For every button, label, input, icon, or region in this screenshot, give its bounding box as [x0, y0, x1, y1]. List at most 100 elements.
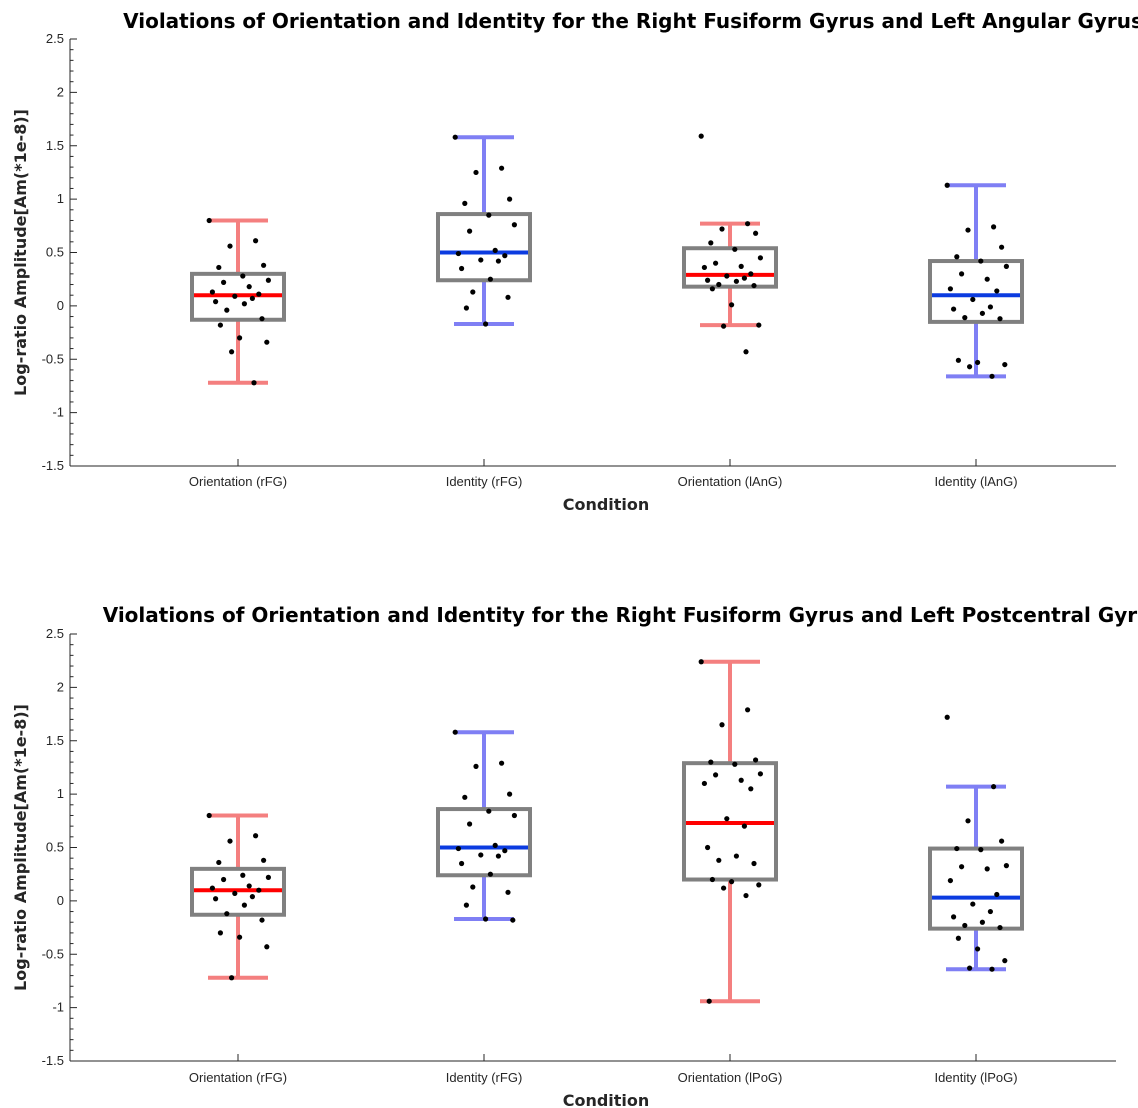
data-point — [757, 255, 764, 261]
data-point — [997, 316, 1003, 322]
data-point — [741, 275, 748, 281]
data-point — [748, 786, 754, 792]
y-tick-label: -1.5 — [42, 458, 64, 473]
data-point — [259, 917, 265, 923]
data-point — [253, 238, 259, 244]
data-point — [753, 757, 759, 763]
data-point — [975, 359, 981, 366]
data-point — [507, 791, 513, 797]
box-iqr — [682, 246, 778, 289]
data-point — [470, 884, 476, 890]
data-point — [256, 887, 262, 893]
data-point — [955, 935, 962, 941]
data-point — [495, 258, 501, 264]
box-iqr — [682, 761, 778, 882]
data-point — [947, 877, 954, 884]
data-point — [732, 761, 738, 767]
data-point — [251, 380, 257, 386]
data-point — [265, 874, 271, 880]
data-point — [232, 293, 238, 299]
y-tick-label: -0.5 — [42, 946, 64, 961]
data-point — [232, 890, 238, 897]
data-point — [241, 301, 247, 307]
data-point — [757, 771, 764, 777]
data-point — [724, 816, 730, 822]
box-iqr — [190, 271, 286, 322]
data-point — [229, 349, 235, 355]
data-point — [246, 284, 252, 290]
data-point — [732, 246, 738, 252]
data-point — [954, 845, 960, 852]
data-point — [733, 853, 740, 859]
data-point — [261, 262, 267, 268]
data-point — [256, 291, 262, 297]
y-tick-label: 0 — [57, 298, 64, 313]
data-point — [261, 857, 267, 863]
y-tick-label: -0.5 — [42, 351, 64, 366]
data-point — [729, 879, 735, 885]
data-point — [1003, 263, 1010, 269]
data-point — [751, 860, 757, 867]
data-point — [1003, 863, 1010, 869]
data-point — [709, 286, 716, 292]
data-point — [511, 222, 517, 228]
data-point — [459, 265, 465, 272]
data-point — [495, 853, 501, 859]
data-point — [507, 196, 513, 202]
data-point — [486, 212, 492, 218]
data-point — [997, 924, 1003, 931]
data-point — [224, 307, 230, 313]
y-axis-label: Log-ratio Amplitude[Am(*1e-8)] — [11, 109, 30, 396]
data-point — [743, 892, 749, 899]
data-point — [738, 263, 744, 269]
y-tick-label: 2 — [57, 84, 64, 99]
data-point — [473, 169, 479, 176]
data-point — [975, 946, 981, 952]
data-point — [716, 281, 722, 288]
data-point — [217, 322, 223, 328]
data-point — [259, 316, 265, 322]
y-tick-label: 2.5 — [46, 626, 64, 641]
data-point — [462, 794, 468, 800]
chart-title: Violations of Orientation and Identity f… — [103, 603, 1138, 627]
data-point — [253, 833, 259, 839]
x-axis-label: Condition — [563, 1091, 650, 1108]
data-point — [1002, 361, 1008, 368]
boxplot-chart-postcentral: Violations of Orientation and Identity f… — [11, 603, 1138, 1108]
y-tick-label: 2.5 — [46, 31, 64, 46]
data-point — [753, 230, 759, 236]
data-point — [487, 871, 493, 877]
data-point — [733, 278, 740, 284]
data-point — [459, 860, 465, 867]
data-point — [745, 707, 751, 713]
data-point — [698, 133, 704, 139]
data-point — [246, 883, 252, 889]
data-point — [483, 321, 489, 327]
data-point — [249, 894, 255, 900]
data-point — [984, 866, 990, 872]
data-point — [994, 288, 1000, 294]
data-point — [240, 872, 246, 878]
data-point — [947, 286, 954, 292]
x-tick-label: Orientation (lAnG) — [678, 474, 783, 489]
data-point — [991, 224, 997, 230]
data-point — [240, 273, 246, 279]
data-point — [745, 221, 751, 227]
data-point — [499, 165, 505, 171]
y-tick-label: -1 — [52, 1000, 64, 1015]
box-iqr — [928, 846, 1024, 931]
data-point — [955, 357, 962, 363]
data-point — [999, 244, 1005, 250]
y-tick-label: -1.5 — [42, 1053, 64, 1068]
data-point — [221, 279, 227, 285]
data-point — [962, 922, 968, 929]
data-point — [505, 294, 511, 300]
data-point — [965, 227, 971, 233]
data-point — [478, 852, 484, 858]
data-point — [217, 930, 223, 936]
data-point — [492, 842, 498, 848]
data-point — [743, 349, 749, 355]
box-iqr — [436, 212, 532, 283]
y-tick-label: -1 — [52, 405, 64, 420]
data-point — [473, 763, 479, 769]
